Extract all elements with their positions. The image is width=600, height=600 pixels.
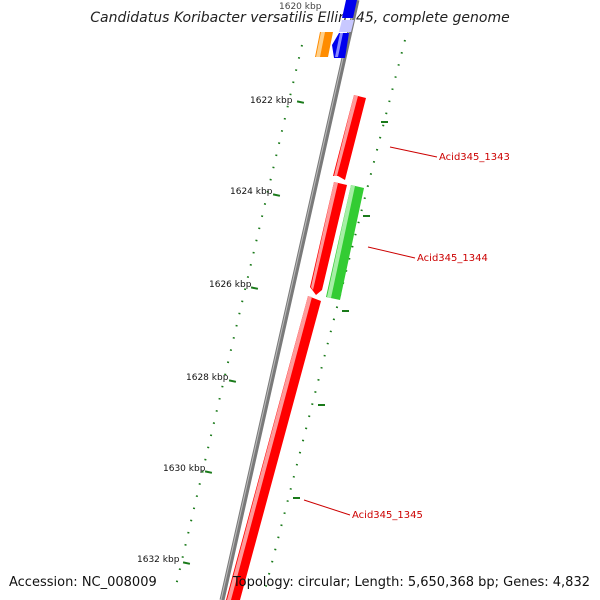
ruler-label-1628: 1628 kbp	[186, 373, 229, 383]
gene-callouts	[303, 146, 438, 516]
ruler-label-1626: 1626 kbp	[209, 280, 252, 290]
gene-labels[interactable]: Acid345_1343 Acid345_1344 Acid345_1345	[352, 152, 510, 521]
ruler-label-1632: 1632 kbp	[137, 555, 180, 565]
ruler-label-1622: 1622 kbp	[250, 96, 293, 106]
gene-acid345-1345[interactable]	[226, 296, 321, 600]
inner-dotted-track	[174, 44, 303, 591]
feature-orange-top[interactable]	[315, 32, 333, 57]
ruler-ticks	[182, 100, 305, 565]
gene-red-middle[interactable]	[310, 182, 347, 295]
genome-backbone	[219, 0, 360, 600]
gene-label-acid345-1345: Acid345_1345	[352, 510, 423, 521]
outer-track-ticks	[293, 121, 388, 499]
accession-label: Accession: NC_008009	[9, 575, 157, 590]
gene-acid345-1343[interactable]	[333, 95, 366, 180]
feature-blue-top[interactable]	[332, 0, 357, 58]
map-title: Candidatus Koribacter versatilis Ellin34…	[90, 10, 510, 26]
ruler-labels: 1620 kbp 1622 kbp 1624 kbp 1626 kbp 1628…	[137, 2, 322, 565]
ruler-label-1624: 1624 kbp	[230, 187, 273, 197]
ruler-label-1630: 1630 kbp	[163, 464, 206, 474]
ruler-label-1620: 1620 kbp	[279, 2, 322, 12]
genome-summary: Topology: circular; Length: 5,650,368 bp…	[232, 575, 590, 590]
gene-acid345-1344[interactable]	[326, 185, 364, 300]
gene-label-acid345-1344: Acid345_1344	[417, 253, 488, 264]
gene-label-acid345-1343: Acid345_1343	[439, 152, 510, 163]
